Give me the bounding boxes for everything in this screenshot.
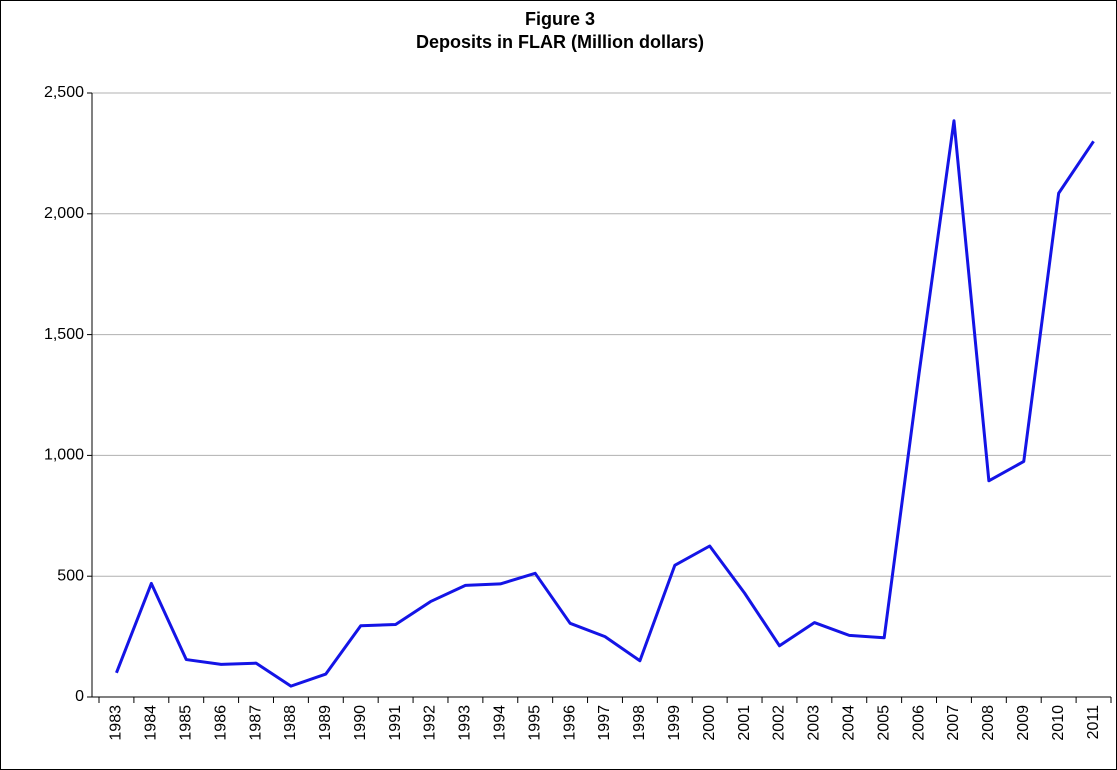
x-tick-label: 2006 — [910, 705, 927, 741]
x-tick-label: 2010 — [1050, 705, 1067, 741]
y-tick-label: 2,500 — [44, 84, 84, 101]
x-tick-label: 2009 — [1015, 705, 1032, 741]
x-tick-label: 1988 — [282, 705, 299, 741]
x-tick-label: 2000 — [701, 705, 718, 741]
chart-title: Figure 3 — [525, 9, 595, 29]
x-tick-label: 2003 — [806, 705, 823, 741]
y-tick-label: 1,000 — [44, 447, 84, 464]
x-tick-label: 1987 — [247, 705, 264, 741]
x-tick-label: 2004 — [840, 705, 857, 741]
x-tick-label: 1990 — [352, 705, 369, 741]
x-tick-label: 1991 — [387, 705, 404, 741]
x-tick-label: 1992 — [422, 705, 439, 741]
x-tick-label: 1996 — [561, 705, 578, 741]
x-tick-label: 2008 — [980, 705, 997, 741]
x-tick-label: 1985 — [177, 705, 194, 741]
data-line — [115, 119, 1095, 688]
x-tick-label: 2011 — [1085, 705, 1102, 740]
x-tick-label: 2007 — [945, 705, 962, 741]
x-tick-label: 1993 — [457, 705, 474, 741]
x-tick-label: 1997 — [596, 705, 613, 741]
x-tick-label: 1986 — [212, 705, 229, 741]
x-tick-label: 1999 — [666, 705, 683, 741]
x-tick-label: 2002 — [771, 705, 788, 741]
x-tick-label: 1998 — [631, 705, 648, 741]
x-tick-label: 1994 — [492, 705, 509, 741]
y-tick-label: 1,500 — [44, 326, 84, 343]
x-tick-label: 1989 — [317, 705, 334, 741]
y-tick-label: 500 — [57, 567, 84, 584]
y-tick-label: 2,000 — [44, 205, 84, 222]
x-tick-label: 2001 — [736, 705, 753, 741]
x-tick-label: 1983 — [108, 705, 125, 741]
x-tick-label: 1995 — [526, 705, 543, 741]
x-tick-label: 1984 — [143, 705, 160, 741]
chart-subtitle: Deposits in FLAR (Million dollars) — [416, 32, 704, 52]
x-tick-label: 2005 — [875, 705, 892, 741]
y-tick-label: 0 — [75, 688, 84, 705]
